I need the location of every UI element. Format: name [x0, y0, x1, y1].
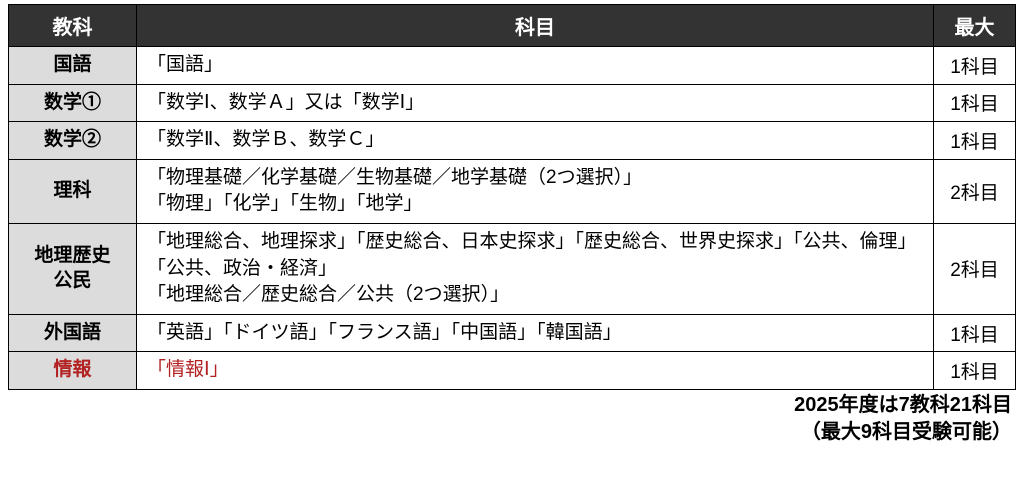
course-cell: 「数学Ⅱ、数学Ｂ、数学Ｃ」: [137, 122, 934, 160]
table-body: 国語「国語」1科目数学①「数学Ⅰ、数学Ａ」又は「数学Ⅰ」1科目数学②「数学Ⅱ、数…: [9, 47, 1016, 390]
course-cell: 「情報Ⅰ」: [137, 352, 934, 390]
subject-cell: 情報: [9, 352, 137, 390]
table-row: 理科「物理基礎／化学基礎／生物基礎／地学基礎（2つ選択）」「物理」「化学」「生物…: [9, 159, 1016, 223]
header-subject: 教科: [9, 5, 137, 47]
course-cell: 「英語」「ドイツ語」「フランス語」「中国語」「韓国語」: [137, 314, 934, 352]
course-cell: 「数学Ⅰ、数学Ａ」又は「数学Ⅰ」: [137, 84, 934, 122]
footnote: 2025年度は7教科21科目 （最大9科目受験可能）: [8, 392, 1016, 446]
subject-cell: 外国語: [9, 314, 137, 352]
course-cell: 「物理基礎／化学基礎／生物基礎／地学基礎（2つ選択）」「物理」「化学」「生物」「…: [137, 159, 934, 223]
subject-table: 教科 科目 最大 国語「国語」1科目数学①「数学Ⅰ、数学Ａ」又は「数学Ⅰ」1科目…: [8, 4, 1016, 390]
max-cell: 1科目: [934, 352, 1016, 390]
table-row: 数学②「数学Ⅱ、数学Ｂ、数学Ｃ」1科目: [9, 122, 1016, 160]
subject-cell: 地理歴史公民: [9, 223, 137, 314]
header-max: 最大: [934, 5, 1016, 47]
table-row: 外国語「英語」「ドイツ語」「フランス語」「中国語」「韓国語」1科目: [9, 314, 1016, 352]
subject-cell: 数学①: [9, 84, 137, 122]
subject-cell: 理科: [9, 159, 137, 223]
max-cell: 2科目: [934, 223, 1016, 314]
max-cell: 1科目: [934, 47, 1016, 85]
course-cell: 「国語」: [137, 47, 934, 85]
table-header-row: 教科 科目 最大: [9, 5, 1016, 47]
header-course: 科目: [137, 5, 934, 47]
footnote-line2: （最大9科目受験可能）: [801, 421, 1012, 443]
max-cell: 1科目: [934, 84, 1016, 122]
max-cell: 1科目: [934, 122, 1016, 160]
max-cell: 1科目: [934, 314, 1016, 352]
max-cell: 2科目: [934, 159, 1016, 223]
course-cell: 「地理総合、地理探求」「歴史総合、日本史探求」「歴史総合、世界史探求」「公共、倫…: [137, 223, 934, 314]
table-row: 国語「国語」1科目: [9, 47, 1016, 85]
table-row: 情報「情報Ⅰ」1科目: [9, 352, 1016, 390]
footnote-line1: 2025年度は7教科21科目: [794, 394, 1012, 416]
table-row: 数学①「数学Ⅰ、数学Ａ」又は「数学Ⅰ」1科目: [9, 84, 1016, 122]
subject-cell: 国語: [9, 47, 137, 85]
subject-cell: 数学②: [9, 122, 137, 160]
table-row: 地理歴史公民「地理総合、地理探求」「歴史総合、日本史探求」「歴史総合、世界史探求…: [9, 223, 1016, 314]
